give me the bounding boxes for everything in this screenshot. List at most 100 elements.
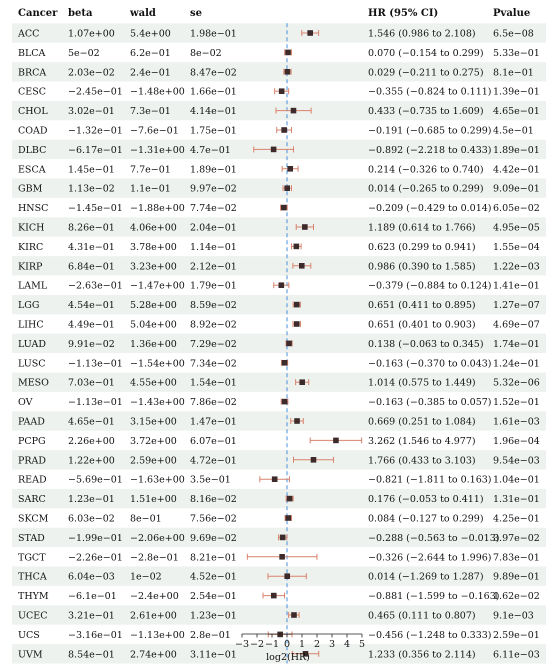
- cell-beta: −2.26e−01: [68, 552, 123, 563]
- cell-hr: −0.379 (−0.884 to 0.124): [368, 281, 492, 292]
- hr-point: [302, 224, 308, 230]
- cell-wald: −2.8e−01: [130, 552, 179, 563]
- cell-se: 4.52e−01: [190, 572, 237, 583]
- cell-wald: 4.55e+00: [130, 378, 177, 389]
- cell-cancer: OV: [18, 397, 33, 408]
- cell-beta: 1.13e−02: [68, 184, 115, 195]
- cell-hr: 0.623 (0.299 to 0.941): [368, 242, 476, 253]
- cell-wald: 3.78e+00: [130, 242, 177, 253]
- cell-wald: 2.74e+00: [130, 649, 177, 660]
- hr-point: [284, 69, 291, 75]
- cell-se: 2.12e−01: [190, 261, 237, 272]
- cell-wald: 8e−01: [130, 514, 162, 525]
- cell-se: 4.72e−01: [190, 455, 237, 466]
- cell-cancer: DLBC: [18, 145, 46, 156]
- cell-beta: −1.13e−01: [68, 358, 123, 369]
- cell-cancer: READ: [18, 475, 47, 486]
- cell-wald: 6.2e−01: [130, 48, 171, 59]
- cell-wald: 7.7e−01: [130, 164, 171, 175]
- cell-hr: −0.355 (−0.824 to 0.111): [368, 87, 492, 98]
- cell-beta: 4.31e−01: [68, 242, 115, 253]
- cell-beta: 1.07e+00: [68, 29, 115, 40]
- row-stripe: [12, 333, 546, 354]
- cell-se: 8.21e−01: [190, 552, 237, 563]
- cell-hr: −0.209 (−0.429 to 0.014): [368, 203, 492, 214]
- hr-point: [294, 418, 300, 424]
- cell-cancer: THYM: [18, 591, 49, 602]
- hr-point: [271, 476, 278, 482]
- hr-point: [284, 185, 291, 191]
- cell-pvalue: 1.24e−01: [493, 358, 540, 369]
- cell-cancer: LUSC: [18, 358, 46, 369]
- cell-wald: 5.28e+00: [130, 300, 177, 311]
- cell-se: 9.69e−02: [190, 533, 237, 544]
- cell-hr: 0.176 (−0.053 to 0.411): [368, 494, 484, 505]
- cell-se: 8.59e−02: [190, 300, 237, 311]
- cell-cancer: KIRC: [18, 242, 43, 253]
- cell-se: 7.74e−02: [190, 203, 237, 214]
- cell-hr: 3.262 (1.546 to 4.977): [368, 436, 476, 447]
- cell-hr: 0.651 (0.401 to 0.903): [368, 320, 476, 331]
- cell-pvalue: 1.52e−01: [493, 397, 540, 408]
- cell-se: 3.5e−01: [190, 475, 231, 486]
- cell-wald: −2.4e+00: [130, 591, 179, 602]
- cell-beta: 6.03e−02: [68, 514, 115, 525]
- cell-beta: 1.22e+00: [68, 455, 115, 466]
- cell-se: 2.04e−01: [190, 223, 237, 234]
- cell-cancer: CESC: [18, 87, 46, 98]
- cell-cancer: STAD: [18, 533, 45, 544]
- cell-wald: 5.4e+00: [130, 29, 171, 40]
- cell-beta: −2.63e−01: [68, 281, 123, 292]
- cell-wald: 3.15e+00: [130, 417, 177, 428]
- cell-beta: −6.1e−01: [68, 591, 117, 602]
- cell-pvalue: 9.89e−01: [493, 572, 540, 583]
- cell-pvalue: 1.22e−03: [493, 261, 540, 272]
- cell-hr: 0.029 (−0.211 to 0.275): [368, 67, 484, 78]
- cell-wald: −1.88e+00: [130, 203, 185, 214]
- cell-wald: −1.31e+00: [130, 145, 185, 156]
- cell-hr: −0.191 (−0.685 to 0.299): [368, 126, 492, 137]
- x-axis: −3 −2 −1 0 1 2 3 4 5 log2(HR): [235, 633, 365, 663]
- cell-cancer: KICH: [18, 223, 44, 234]
- cell-wald: −1.48e+00: [130, 87, 185, 98]
- x-axis-ticks: −3 −2 −1 0 1 2 3 4 5: [235, 634, 365, 650]
- cell-hr: 1.189 (0.614 to 1.766): [368, 223, 476, 234]
- cell-beta: 1.45e−01: [68, 164, 115, 175]
- cell-se: 1.89e−01: [190, 164, 237, 175]
- cell-cancer: TGCT: [18, 552, 46, 563]
- cell-pvalue: 6.05e−02: [493, 203, 540, 214]
- cell-se: 3.11e−01: [190, 649, 237, 660]
- cell-se: 7.29e−02: [190, 339, 237, 350]
- header-se: se: [190, 8, 202, 19]
- cell-pvalue: 4.69e−07: [493, 320, 540, 331]
- cell-cancer: UCEC: [18, 611, 47, 622]
- cell-hr: −0.821 (−1.811 to 0.163): [368, 475, 492, 486]
- cell-wald: 1.1e−01: [130, 184, 171, 195]
- cell-beta: 1.23e−01: [68, 494, 115, 505]
- cell-beta: −1.99e−01: [68, 533, 123, 544]
- cell-wald: 1.36e+00: [130, 339, 177, 350]
- cell-pvalue: 1.74e−01: [493, 339, 540, 350]
- hr-point: [279, 554, 285, 560]
- cell-cancer: PAAD: [18, 417, 45, 428]
- hr-point: [302, 651, 309, 657]
- cell-hr: −0.881 (−1.599 to −0.163): [368, 591, 499, 602]
- hr-point: [278, 88, 285, 94]
- cell-cancer: BLCA: [18, 48, 46, 59]
- cell-cancer: LUAD: [18, 339, 46, 350]
- cell-pvalue: 4.65e−01: [493, 106, 540, 117]
- cell-wald: 3.72e+00: [130, 436, 177, 447]
- cell-cancer: LAML: [18, 281, 48, 292]
- hr-point: [293, 321, 300, 327]
- cell-pvalue: 4.42e−01: [493, 164, 540, 175]
- row-stripe: [12, 605, 546, 625]
- x-tick-label: −1: [265, 639, 279, 650]
- cell-pvalue: 5.33e−01: [493, 48, 540, 59]
- cell-pvalue: 1.55e−04: [493, 242, 540, 253]
- cell-hr: −0.456 (−1.248 to 0.333): [368, 630, 492, 641]
- table-cells: ACC 1.07e+00 5.4e+00 1.98e−01 1.546 (0.986 t…: [17, 29, 540, 661]
- cell-se: 1.75e−01: [190, 126, 237, 137]
- cell-wald: −1.43e+00: [130, 397, 185, 408]
- cell-pvalue: 2.59e−01: [493, 630, 540, 641]
